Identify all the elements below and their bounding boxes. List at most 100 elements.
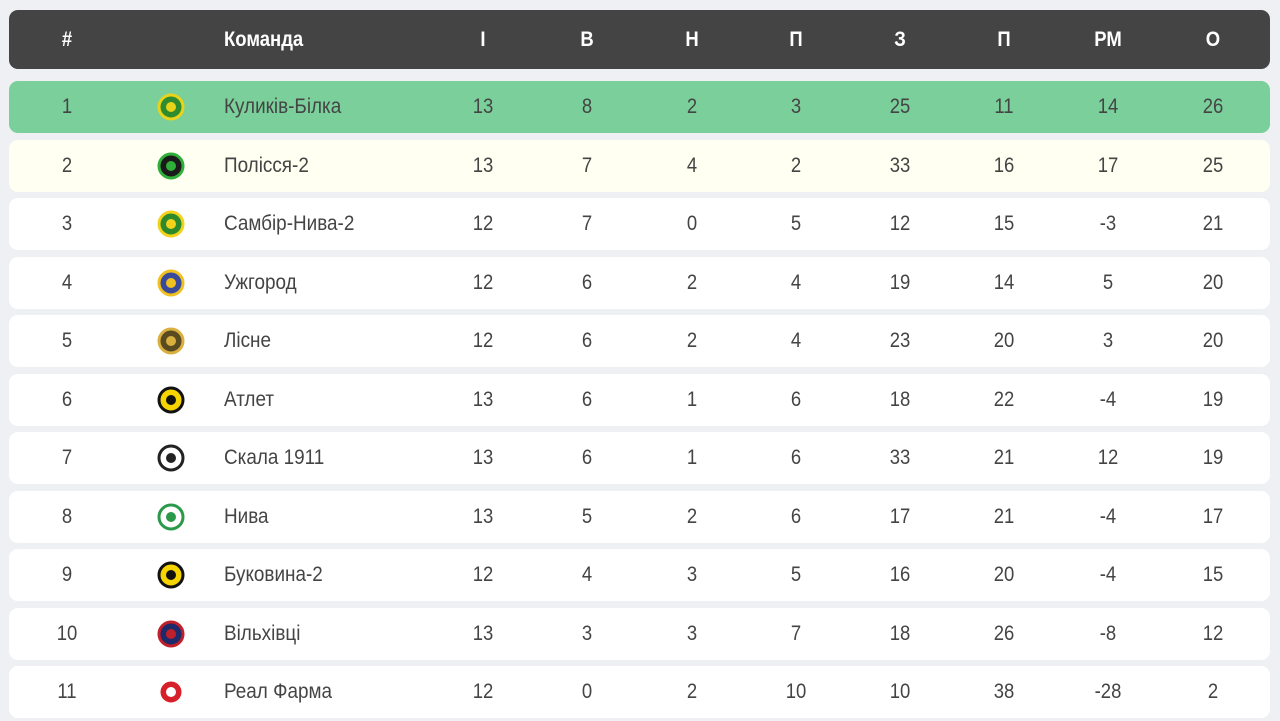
table-row[interactable]: 2 Полісся-2 13 7 4 2 33 16 17 25 xyxy=(9,139,1270,192)
goal-diff: 17 xyxy=(1097,153,1119,177)
goals-for: 25 xyxy=(889,95,911,118)
goals-for: 19 xyxy=(889,270,911,294)
lost: 6 xyxy=(790,504,802,528)
goal-diff: 5 xyxy=(1102,270,1114,294)
played: 13 xyxy=(472,387,494,411)
played: 12 xyxy=(472,563,494,586)
points: 20 xyxy=(1202,329,1224,352)
won: 4 xyxy=(581,563,593,586)
header-drawn: Н xyxy=(685,27,699,51)
points: 19 xyxy=(1202,387,1224,411)
goals-for: 17 xyxy=(889,504,911,528)
points: 21 xyxy=(1202,212,1224,235)
table-row[interactable]: 11 Реал Фарма 12 0 2 10 10 38 -28 2 xyxy=(9,666,1270,718)
goal-diff: 3 xyxy=(1102,329,1114,352)
team-name[interactable]: Ужгород xyxy=(224,270,297,294)
goal-diff: -8 xyxy=(1099,621,1117,645)
played: 12 xyxy=(472,329,494,352)
goal-diff: -3 xyxy=(1099,212,1117,235)
goals-for: 33 xyxy=(889,446,911,469)
played: 12 xyxy=(472,270,494,294)
header-team: Команда xyxy=(224,27,304,51)
drawn: 4 xyxy=(686,153,698,177)
drawn: 2 xyxy=(686,329,698,352)
played: 13 xyxy=(472,95,494,118)
header-played: І xyxy=(480,27,486,51)
lost: 7 xyxy=(790,621,802,645)
sambir-nyva-crest-icon xyxy=(157,210,185,238)
lost: 5 xyxy=(790,212,802,235)
position: 5 xyxy=(61,329,73,352)
polissia-crest-icon xyxy=(157,152,185,179)
header-points: О xyxy=(1205,27,1221,51)
skala-crest-icon xyxy=(157,444,185,472)
drawn: 0 xyxy=(686,212,698,235)
table-row[interactable]: 4 Ужгород 12 6 2 4 19 14 5 20 xyxy=(9,256,1270,309)
goals-for: 16 xyxy=(889,563,911,586)
goals-for: 23 xyxy=(889,329,911,352)
header-goal-diff: РМ xyxy=(1094,27,1122,51)
table-row[interactable]: 7 Скала 1911 13 6 1 6 33 21 12 19 xyxy=(9,432,1270,484)
goals-against: 21 xyxy=(993,446,1015,469)
goals-against: 38 xyxy=(993,680,1015,703)
position: 7 xyxy=(61,446,73,469)
played: 13 xyxy=(472,153,494,177)
position: 8 xyxy=(61,504,73,528)
goals-against: 11 xyxy=(994,95,1014,118)
points: 26 xyxy=(1202,95,1224,118)
team-name[interactable]: Куликів-Білка xyxy=(224,95,342,118)
position: 3 xyxy=(61,212,73,235)
team-name[interactable]: Самбір-Нива-2 xyxy=(224,212,355,235)
table-row[interactable]: 6 Атлет 13 6 1 6 18 22 -4 19 xyxy=(9,373,1270,426)
position: 4 xyxy=(61,270,73,294)
points: 15 xyxy=(1202,563,1224,586)
lost: 3 xyxy=(790,95,802,118)
table-row[interactable]: 3 Самбір-Нива-2 12 7 0 5 12 15 -3 21 xyxy=(9,198,1270,250)
goals-against: 15 xyxy=(993,212,1015,235)
played: 13 xyxy=(472,504,494,528)
goals-against: 14 xyxy=(993,270,1015,294)
team-name[interactable]: Реал Фарма xyxy=(224,680,332,703)
nyva-crest-icon xyxy=(157,503,185,530)
table-row[interactable]: 1 Куликів-Білка 13 8 2 3 25 11 14 26 xyxy=(9,81,1270,133)
position: 2 xyxy=(61,153,73,177)
atlet-crest-icon xyxy=(157,386,185,413)
team-name[interactable]: Вільхівці xyxy=(224,621,301,645)
table-row[interactable]: 9 Буковина-2 12 4 3 5 16 20 -4 15 xyxy=(9,549,1270,601)
won: 7 xyxy=(581,153,593,177)
goal-diff: -4 xyxy=(1099,387,1117,411)
goals-against: 22 xyxy=(993,387,1015,411)
lost: 6 xyxy=(790,446,802,469)
points: 19 xyxy=(1202,446,1224,469)
uzhhorod-crest-icon xyxy=(157,269,185,296)
vilkhivtsi-crest-icon xyxy=(157,620,185,647)
played: 12 xyxy=(472,680,494,703)
table-row[interactable]: 10 Вільхівці 13 3 3 7 18 26 -8 12 xyxy=(9,607,1270,660)
goals-for: 18 xyxy=(889,621,911,645)
won: 0 xyxy=(581,680,593,703)
team-name[interactable]: Буковина-2 xyxy=(224,563,323,586)
goals-against: 20 xyxy=(993,563,1015,586)
team-name[interactable]: Нива xyxy=(224,504,269,528)
lost: 6 xyxy=(790,387,802,411)
team-name[interactable]: Полісся-2 xyxy=(224,153,309,177)
table-row[interactable]: 5 Лісне 12 6 2 4 23 20 3 20 xyxy=(9,315,1270,367)
won: 6 xyxy=(581,329,593,352)
won: 5 xyxy=(581,504,593,528)
header-won: В xyxy=(580,27,594,51)
drawn: 2 xyxy=(686,95,698,118)
played: 13 xyxy=(472,446,494,469)
lost: 4 xyxy=(790,329,802,352)
goals-for: 12 xyxy=(889,212,911,235)
team-name[interactable]: Скала 1911 xyxy=(224,446,325,469)
points: 12 xyxy=(1202,621,1224,645)
team-name[interactable]: Атлет xyxy=(224,387,275,411)
table-row[interactable]: 8 Нива 13 5 2 6 17 21 -4 17 xyxy=(9,490,1270,543)
points: 17 xyxy=(1202,504,1224,528)
header-position: # xyxy=(61,27,73,51)
goals-against: 20 xyxy=(993,329,1015,352)
played: 13 xyxy=(472,621,494,645)
drawn: 1 xyxy=(686,446,698,469)
bukovyna-crest-icon xyxy=(157,561,185,589)
team-name[interactable]: Лісне xyxy=(224,329,272,352)
